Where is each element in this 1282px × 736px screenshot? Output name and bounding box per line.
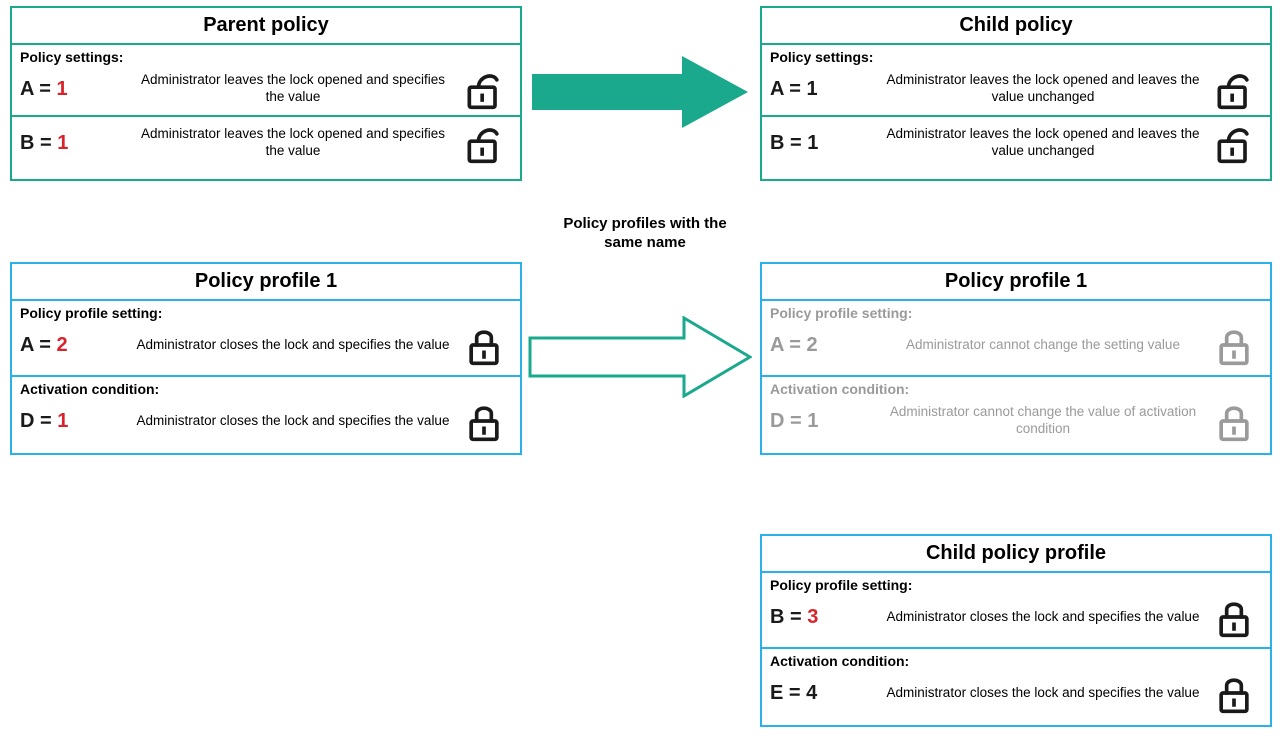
lock-closed-icon <box>1206 399 1262 443</box>
setting-row: Activation condition: E = 4 Administrato… <box>762 649 1270 725</box>
setting-formula: B = 3 <box>770 606 880 629</box>
parent-policy-title: Parent policy <box>12 8 520 45</box>
policy-profile-1-right-box: Policy profile 1 Policy profile setting:… <box>760 262 1272 455</box>
lock-closed-icon <box>1206 595 1262 639</box>
setting-description: Administrator leaves the lock opened and… <box>880 126 1206 160</box>
policy-profile-1-right-rows: Policy profile setting: A = 2 Administra… <box>762 301 1270 453</box>
setting-row: Policy settings: A = 1 Administrator lea… <box>12 45 520 117</box>
setting-description: Administrator cannot change the setting … <box>880 337 1206 354</box>
setting-description: Administrator closes the lock and specif… <box>880 609 1206 626</box>
setting-description: Administrator closes the lock and specif… <box>130 413 456 430</box>
setting-description: Administrator leaves the lock opened and… <box>130 72 456 106</box>
policy-profile-1-left-box: Policy profile 1 Policy profile setting:… <box>10 262 522 455</box>
row-label: Policy settings: <box>20 49 512 65</box>
lock-open-icon <box>456 67 512 111</box>
setting-formula: B = 1 <box>20 132 130 155</box>
policy-profile-1-left-title: Policy profile 1 <box>12 264 520 301</box>
parent-policy-box: Parent policy Policy settings: A = 1 Adm… <box>10 6 522 181</box>
setting-row: Policy profile setting: A = 2 Administra… <box>12 301 520 377</box>
setting-formula: A = 1 <box>20 78 130 101</box>
setting-description: Administrator leaves the lock opened and… <box>880 72 1206 106</box>
lock-closed-icon <box>456 323 512 367</box>
setting-row: Activation condition: D = 1 Administrato… <box>12 377 520 453</box>
setting-row: Policy profile setting: B = 3 Administra… <box>762 573 1270 649</box>
child-policy-title: Child policy <box>762 8 1270 45</box>
row-label: Activation condition: <box>770 653 1262 669</box>
setting-row: B = 1 Administrator leaves the lock open… <box>762 117 1270 179</box>
policy-profile-1-right-title: Policy profile 1 <box>762 264 1270 301</box>
setting-description: Administrator cannot change the value of… <box>880 404 1206 438</box>
lock-closed-icon <box>1206 323 1262 367</box>
setting-formula: A = 2 <box>20 334 130 357</box>
arrow-solid-icon <box>532 56 748 128</box>
child-policy-profile-title: Child policy profile <box>762 536 1270 573</box>
setting-row: Policy profile setting: A = 2 Administra… <box>762 301 1270 377</box>
setting-formula: D = 1 <box>20 410 130 433</box>
setting-formula: D = 1 <box>770 410 880 433</box>
row-label: Policy profile setting: <box>20 305 512 321</box>
profiles-same-name-label: Policy profiles with the same name <box>545 215 745 253</box>
child-policy-profile-box: Child policy profile Policy profile sett… <box>760 534 1272 727</box>
setting-formula: A = 2 <box>770 334 880 357</box>
setting-description: Administrator closes the lock and specif… <box>880 685 1206 702</box>
setting-formula: B = 1 <box>770 132 880 155</box>
lock-open-icon <box>1206 67 1262 111</box>
setting-formula: A = 1 <box>770 78 880 101</box>
setting-row: B = 1 Administrator leaves the lock open… <box>12 117 520 179</box>
lock-open-icon <box>456 121 512 165</box>
row-label: Policy settings: <box>770 49 1262 65</box>
lock-closed-icon <box>456 399 512 443</box>
child-policy-rows: Policy settings: A = 1 Administrator lea… <box>762 45 1270 179</box>
lock-closed-icon <box>1206 671 1262 715</box>
arrow-outline-icon <box>528 316 752 398</box>
policy-profile-1-left-rows: Policy profile setting: A = 2 Administra… <box>12 301 520 453</box>
setting-description: Administrator closes the lock and specif… <box>130 337 456 354</box>
row-label: Policy profile setting: <box>770 577 1262 593</box>
parent-policy-rows: Policy settings: A = 1 Administrator lea… <box>12 45 520 179</box>
row-label: Policy profile setting: <box>770 305 1262 321</box>
lock-open-icon <box>1206 121 1262 165</box>
setting-formula: E = 4 <box>770 682 880 705</box>
child-policy-profile-rows: Policy profile setting: B = 3 Administra… <box>762 573 1270 725</box>
child-policy-box: Child policy Policy settings: A = 1 Admi… <box>760 6 1272 181</box>
row-label: Activation condition: <box>770 381 1262 397</box>
setting-row: Policy settings: A = 1 Administrator lea… <box>762 45 1270 117</box>
row-label: Activation condition: <box>20 381 512 397</box>
setting-description: Administrator leaves the lock opened and… <box>130 126 456 160</box>
setting-row: Activation condition: D = 1 Administrato… <box>762 377 1270 453</box>
